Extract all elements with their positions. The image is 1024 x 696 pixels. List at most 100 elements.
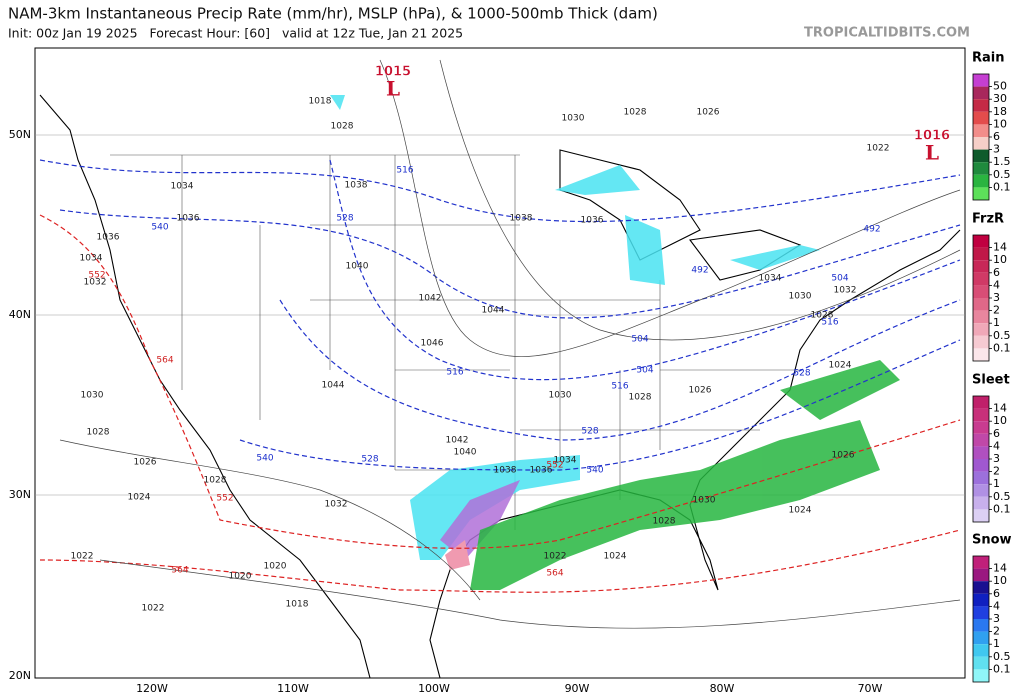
- thickness-label: 528: [361, 455, 378, 465]
- isobar-label: 1022: [71, 552, 94, 562]
- legend-tick-label: 0.1: [993, 662, 1011, 675]
- legend-tick-label: 10: [993, 574, 1007, 587]
- legend-swatch: [973, 509, 989, 522]
- isobar-label: 1046: [421, 339, 444, 349]
- legend-swatch: [973, 656, 989, 670]
- isobar-label: 1034: [171, 182, 194, 192]
- isobar-label: 1026: [134, 458, 157, 468]
- thickness-label: 564: [546, 569, 563, 579]
- thickness-label: 504: [636, 366, 653, 376]
- legend-title: Sleet: [972, 373, 1010, 388]
- latitude-label: 40N: [9, 308, 31, 321]
- legend-title: Snow: [972, 533, 1012, 548]
- legend-tick-label: 1: [993, 316, 1000, 329]
- legend: Rain50301810631.50.50.1FrzR1410643210.50…: [972, 51, 1012, 683]
- isobar-label: 1040: [454, 448, 477, 458]
- isobar-label: 1028: [204, 476, 227, 486]
- isobar-label: 1022: [142, 604, 165, 614]
- isobar-label: 1034: [80, 254, 103, 264]
- isobar-label: 1024: [128, 493, 151, 503]
- isobar-label: 1036: [97, 233, 120, 243]
- legend-tick-label: 1: [993, 637, 1000, 650]
- sleet-area: [440, 480, 520, 560]
- legend-swatch: [973, 446, 989, 459]
- thickness-label: 492: [863, 225, 880, 235]
- legend-swatch: [973, 111, 989, 125]
- isobar-label: 1018: [286, 600, 309, 610]
- legend-tick-label: 10: [993, 414, 1007, 427]
- legend-swatch: [973, 323, 989, 336]
- isobar-label: 1040: [346, 262, 369, 272]
- legend-swatch: [973, 593, 989, 607]
- isobar-label: 1030: [789, 292, 812, 302]
- isobar-label: 1020: [229, 572, 252, 582]
- legend-tick-label: 3: [993, 452, 1000, 465]
- thickness-label: 516: [611, 382, 628, 392]
- legend-tick-label: 1: [993, 477, 1000, 490]
- isobar-label: 1028: [811, 311, 834, 321]
- legend-swatch: [973, 433, 989, 447]
- latitude-label: 30N: [9, 488, 31, 501]
- legend-tick-label: 0.5: [993, 490, 1011, 503]
- legend-swatch: [973, 247, 989, 261]
- legend-swatch: [973, 272, 989, 286]
- legend-swatch: [973, 174, 989, 188]
- legend-tick-label: 4: [993, 439, 1000, 452]
- legend-tick-label: 2: [993, 465, 1000, 478]
- legend-tick-label: 0.5: [993, 329, 1011, 342]
- legend-tick-label: 6: [993, 266, 1000, 279]
- thickness-label: 540: [586, 466, 603, 476]
- legend-tick-label: 6: [993, 427, 1000, 440]
- longitude-label: 120W: [136, 682, 168, 695]
- isobar-label: 1024: [604, 552, 627, 562]
- thickness-label: 528: [581, 427, 598, 437]
- legend-tick-label: 30: [993, 92, 1007, 105]
- legend-tick-label: 3: [993, 143, 1000, 156]
- isobars: [59, 59, 961, 629]
- thickness-label: 516: [396, 166, 413, 176]
- isobar-label: 1018: [309, 97, 332, 107]
- watermark: TROPICALTIDBITS.COM: [804, 26, 970, 41]
- legend-tick-label: 3: [993, 291, 1000, 304]
- isobar-label: 1020: [264, 562, 287, 572]
- isobar-label: 1044: [322, 381, 345, 391]
- low-pressure-value: 1016: [914, 129, 950, 144]
- isobar-label: 1038: [345, 181, 368, 191]
- longitude-label: 80W: [710, 682, 735, 695]
- isobar-label: 1022: [544, 552, 567, 562]
- legend-swatch: [973, 459, 989, 472]
- thickness-label: 540: [256, 454, 273, 464]
- legend-swatch: [973, 484, 989, 497]
- isobar-label: 1030: [549, 391, 572, 401]
- isobar-label: 1028: [653, 517, 676, 527]
- legend-swatch: [973, 310, 989, 324]
- thickness-label: 528: [336, 214, 353, 224]
- thickness-label: 564: [171, 566, 188, 576]
- legend-tick-label: 6: [993, 587, 1000, 600]
- isobar-label: 1034: [554, 456, 577, 466]
- longitude-label: 110W: [277, 682, 309, 695]
- isobar-label: 1024: [829, 361, 852, 371]
- latitude-label: 20N: [9, 669, 31, 682]
- isobar-label: 1032: [325, 500, 348, 510]
- thickness-lines-warm: [39, 214, 961, 593]
- map: [34, 47, 966, 679]
- legend-swatch: [973, 149, 989, 163]
- latitude-label: 50N: [9, 128, 31, 141]
- longitude-label: 70W: [858, 682, 883, 695]
- legend-swatch: [973, 298, 989, 311]
- legend-title: FrzR: [972, 212, 1004, 227]
- legend-tick-label: 0.5: [993, 650, 1011, 663]
- low-symbol: L: [386, 77, 400, 101]
- isobar-label: 1026: [689, 386, 712, 396]
- low-symbol: L: [925, 141, 939, 165]
- isobar-label: 1036: [530, 466, 553, 476]
- legend-tick-label: 18: [993, 105, 1007, 118]
- isobar-label: 1028: [87, 428, 110, 438]
- legend-swatch: [973, 421, 989, 434]
- legend-tick-label: 10: [993, 253, 1007, 266]
- legend-swatch: [973, 644, 989, 657]
- legend-swatch: [973, 496, 989, 510]
- legend-swatch: [973, 235, 989, 248]
